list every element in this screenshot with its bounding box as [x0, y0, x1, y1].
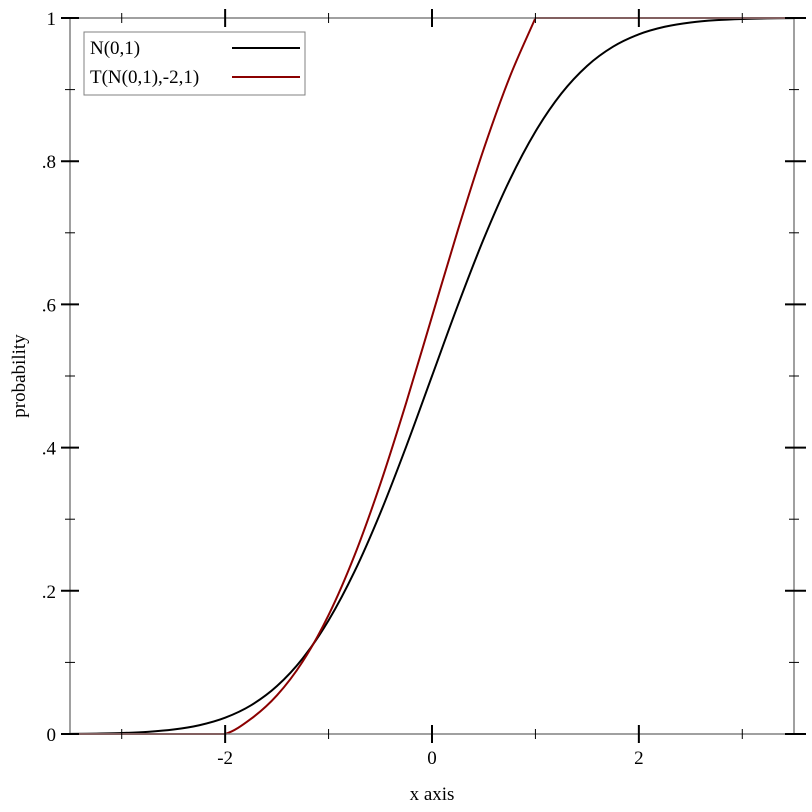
y-tick-label: 0 [47, 725, 57, 746]
y-axis-label: probability [9, 334, 30, 418]
x-tick-label: 0 [427, 748, 437, 769]
x-tick-label: 2 [634, 748, 644, 769]
legend-label-truncated: T(N(0,1),-2,1) [90, 67, 199, 88]
y-tick-label: .2 [42, 582, 56, 603]
y-tick-label: .4 [42, 439, 57, 460]
x-axis-label: x axis [410, 784, 455, 805]
y-tick-label: .6 [42, 295, 56, 316]
legend-label-normal: N(0,1) [90, 38, 140, 59]
legend: N(0,1) T(N(0,1),-2,1) [83, 31, 306, 96]
x-tick-label: -2 [217, 748, 233, 769]
y-tick-label: 1 [47, 9, 57, 30]
y-tick-label: .8 [42, 152, 56, 173]
series-line-0 [69, 17, 795, 735]
